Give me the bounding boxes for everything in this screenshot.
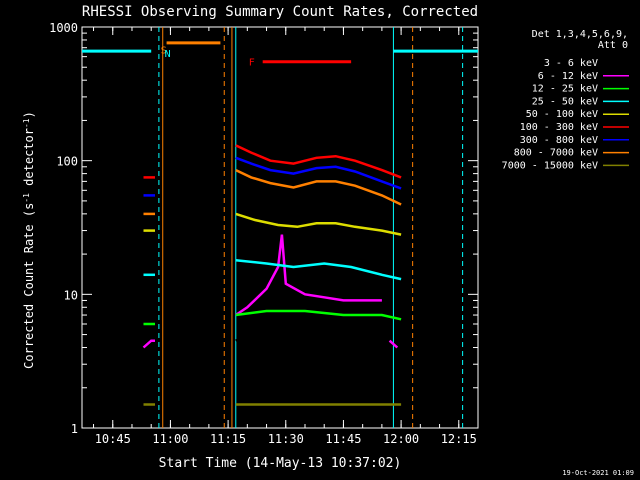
flag-bars: SN F xyxy=(82,41,478,69)
series-7-segment-1 xyxy=(235,168,402,206)
legend: Det 1,3,4,5,6,9,Att 03 - 6 keV 6 - 12 keV… xyxy=(502,29,629,171)
legend-header-1: Att 0 xyxy=(598,40,628,51)
x-tick-label-6: 12:15 xyxy=(441,432,477,446)
legend-label-7: 800 - 7000 keV xyxy=(514,148,598,159)
y-axis-ticks: 1 10 100 1000 xyxy=(49,21,478,436)
series-lines xyxy=(142,144,402,406)
x-axis-label: Start Time (14-May-13 10:37:02) xyxy=(159,456,402,471)
y-axis-label: Corrected Count Rate (s-1 detector-1) xyxy=(22,111,37,369)
legend-label-5: 100 - 300 keV xyxy=(520,122,598,133)
x-tick-label-3: 11:30 xyxy=(268,432,304,446)
y-axis-label-sup2: -1 xyxy=(22,118,31,128)
y-tick-label-1: 10 xyxy=(64,288,78,302)
legend-label-1: 6 - 12 keV xyxy=(538,71,598,82)
legend-header-0: Det 1,3,4,5,6,9, xyxy=(532,29,628,40)
y-tick-label-2: 100 xyxy=(56,155,78,169)
y-axis-label-mid: detector xyxy=(22,128,36,193)
legend-label-4: 50 - 100 keV xyxy=(526,109,598,120)
marker-lines xyxy=(158,27,464,428)
series-3-segment-1 xyxy=(235,258,402,281)
x-tick-label-0: 10:45 xyxy=(95,432,131,446)
legend-label-8: 7000 - 15000 keV xyxy=(502,160,598,171)
x-tick-label-5: 12:00 xyxy=(383,432,419,446)
flag-label-s: S xyxy=(161,45,167,56)
legend-label-3: 25 - 50 keV xyxy=(532,96,598,107)
x-tick-label-4: 11:45 xyxy=(325,432,361,446)
generation-timestamp: 19-Oct-2021 01:09 xyxy=(562,469,634,477)
legend-label-2: 12 - 25 keV xyxy=(532,84,598,95)
y-tick-label-3: 1000 xyxy=(49,21,78,35)
series-1-segment-2 xyxy=(388,339,399,349)
x-axis-ticks: 10:45 11:00 11:15 11:30 11:45 12:00 12:15 xyxy=(93,27,479,446)
plot-frame xyxy=(81,26,479,429)
x-tick-label-1: 11:00 xyxy=(152,432,188,446)
series-4-segment-1 xyxy=(235,212,402,236)
series-1-segment-0 xyxy=(142,339,155,349)
y-axis-label-end: ) xyxy=(22,111,36,118)
y-axis-label-main: Corrected Count Rate (s xyxy=(22,203,36,369)
series-6-segment-1 xyxy=(235,156,402,190)
plot-border xyxy=(81,26,479,429)
legend-label-0: 3 - 6 keV xyxy=(544,58,598,69)
flag-label-n: N xyxy=(165,49,171,60)
chart-title: RHESSI Observing Summary Count Rates, Co… xyxy=(82,4,478,20)
series-2-segment-1 xyxy=(235,309,402,321)
flag-label-f: F xyxy=(249,58,255,69)
x-tick-label-2: 11:15 xyxy=(210,432,246,446)
series-1-segment-1 xyxy=(235,234,382,317)
legend-label-6: 300 - 800 keV xyxy=(520,135,598,146)
y-tick-label-0: 1 xyxy=(71,422,78,436)
series-5-segment-1 xyxy=(235,144,402,179)
y-axis-label-sup1: -1 xyxy=(22,193,31,203)
